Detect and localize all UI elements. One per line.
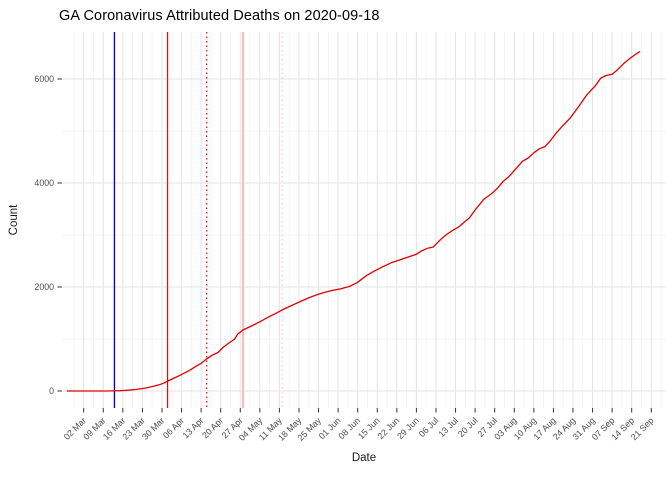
y-tick-label: 4000 <box>34 178 54 188</box>
y-tick-label: 6000 <box>34 74 54 84</box>
x-tick-label: 13 Apr <box>180 415 205 440</box>
chart-title: GA Coronavirus Attributed Deaths on 2020… <box>59 8 380 24</box>
grid-major <box>62 32 666 408</box>
x-tick-label: 06 Apr <box>161 415 186 440</box>
x-axis-title: Date <box>0 452 672 464</box>
x-tick-label: 13 Jul <box>436 415 460 439</box>
x-tick-label: 06 Jul <box>417 415 441 439</box>
x-tick-label: 20 Apr <box>200 415 225 440</box>
x-axis-title-text: Date <box>351 452 377 464</box>
x-tick-label: 20 Jul <box>456 415 480 439</box>
x-tick-label: 29 Jun <box>395 415 421 441</box>
y-tick-label: 0 <box>49 386 54 396</box>
grid-minor <box>62 32 666 408</box>
series-cumulative-deaths <box>66 50 641 392</box>
x-tick-label: 30 Mar <box>140 415 166 441</box>
event-vlines <box>113 32 283 408</box>
y-tick-label: 2000 <box>34 282 54 292</box>
y-axis-title: Count <box>8 110 20 330</box>
y-axis-labels: 0 2000 4000 6000 <box>34 74 62 396</box>
x-axis-ticks <box>83 408 652 413</box>
y-axis-title-text: Count <box>8 204 20 236</box>
